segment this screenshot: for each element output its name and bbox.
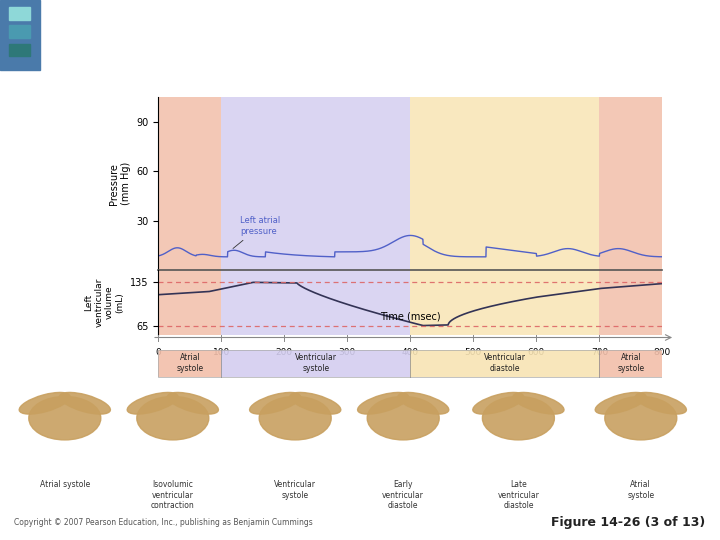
Ellipse shape (250, 393, 300, 414)
Text: Ventricular
diastole: Ventricular diastole (484, 354, 526, 373)
Ellipse shape (513, 393, 564, 414)
Text: Left atrial
pressure: Left atrial pressure (233, 217, 281, 248)
Text: Late
ventricular
diastole: Late ventricular diastole (498, 480, 539, 510)
Ellipse shape (398, 393, 449, 414)
Text: 0: 0 (156, 348, 161, 357)
Bar (9, 7, 30, 19)
Text: Atrial
systole: Atrial systole (627, 480, 654, 500)
Ellipse shape (127, 393, 178, 414)
Text: 700: 700 (591, 348, 608, 357)
Text: 300: 300 (339, 348, 356, 357)
Text: Atrial
systole: Atrial systole (176, 354, 204, 373)
Text: Isovolumic
ventricular
contraction: Isovolumic ventricular contraction (151, 480, 194, 510)
Text: 600: 600 (528, 348, 545, 357)
Text: Ventricular
systole: Ventricular systole (274, 480, 316, 500)
Bar (410, 97, 599, 270)
FancyBboxPatch shape (599, 350, 662, 376)
Text: Ventricular
systole: Ventricular systole (295, 354, 337, 373)
Bar (599, 270, 662, 335)
Text: 500: 500 (465, 348, 482, 357)
Ellipse shape (290, 393, 341, 414)
Bar (222, 270, 410, 335)
Ellipse shape (19, 393, 70, 414)
Text: Time (msec): Time (msec) (380, 311, 441, 321)
FancyBboxPatch shape (410, 350, 599, 376)
FancyBboxPatch shape (158, 350, 222, 376)
Ellipse shape (595, 393, 646, 414)
Text: Copyright © 2007 Pearson Education, Inc., publishing as Benjamin Cummings: Copyright © 2007 Pearson Education, Inc.… (14, 518, 313, 527)
Ellipse shape (473, 393, 523, 414)
Y-axis label: Pressure
(mm Hg): Pressure (mm Hg) (109, 162, 131, 205)
Text: Atrial systole: Atrial systole (40, 480, 90, 489)
Text: 800: 800 (654, 348, 671, 357)
Bar (158, 270, 222, 335)
Text: Wiggers Diagram: Wiggers Diagram (47, 25, 251, 45)
Text: Atrial
systole: Atrial systole (617, 354, 644, 373)
FancyBboxPatch shape (222, 350, 410, 376)
Ellipse shape (168, 393, 218, 414)
Bar (599, 97, 662, 270)
Ellipse shape (358, 393, 408, 414)
Text: 200: 200 (276, 348, 293, 357)
Ellipse shape (259, 396, 331, 440)
Ellipse shape (636, 393, 686, 414)
Ellipse shape (60, 393, 110, 414)
Bar (158, 97, 222, 270)
Ellipse shape (29, 396, 101, 440)
Ellipse shape (367, 396, 439, 440)
Ellipse shape (605, 396, 677, 440)
Bar (9, 44, 30, 56)
Bar (0, 0, 40, 70)
Text: Figure 14-26 (3 of 13): Figure 14-26 (3 of 13) (552, 516, 706, 529)
Text: 400: 400 (402, 348, 419, 357)
Ellipse shape (482, 396, 554, 440)
Bar (410, 270, 599, 335)
Bar (9, 25, 30, 38)
Bar (222, 97, 410, 270)
Text: 100: 100 (213, 348, 230, 357)
Ellipse shape (137, 396, 209, 440)
Y-axis label: Left
ventricular
volume
(mL): Left ventricular volume (mL) (84, 278, 125, 327)
Text: Early
ventricular
diastole: Early ventricular diastole (382, 480, 424, 510)
